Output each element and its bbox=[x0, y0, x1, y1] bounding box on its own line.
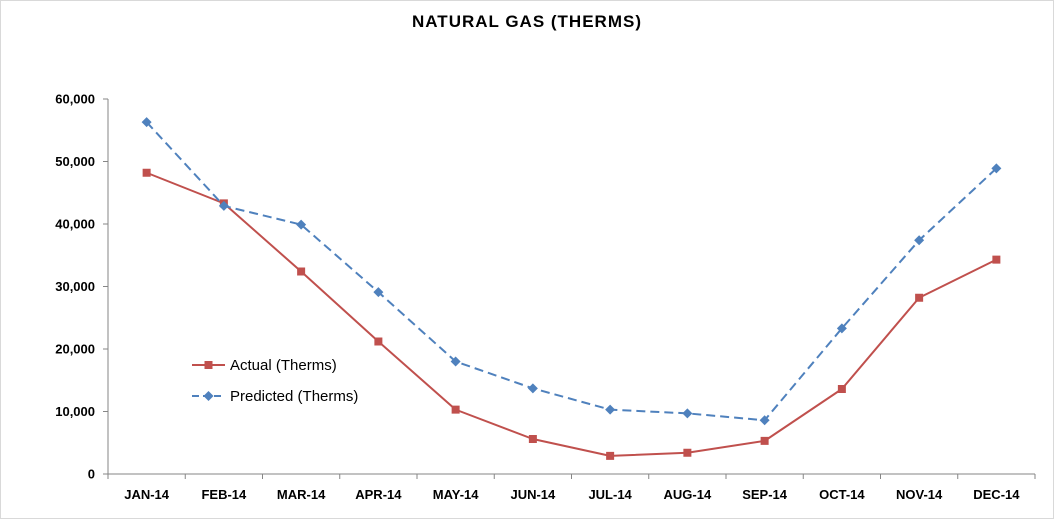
data-point bbox=[605, 404, 616, 415]
legend-label: Actual (Therms) bbox=[230, 357, 337, 374]
legend-marker bbox=[203, 391, 214, 401]
series-predicted bbox=[141, 117, 1002, 426]
data-point bbox=[991, 163, 1002, 174]
data-point bbox=[296, 219, 307, 230]
y-tick-label: 20,000 bbox=[55, 342, 95, 357]
data-point bbox=[218, 200, 229, 211]
x-tick-label: MAR-14 bbox=[277, 487, 326, 502]
x-tick-label: APR-14 bbox=[355, 487, 402, 502]
data-point bbox=[606, 451, 615, 460]
series-layer bbox=[141, 117, 1002, 460]
data-point bbox=[759, 415, 770, 426]
data-point bbox=[836, 323, 847, 334]
data-point bbox=[837, 385, 846, 393]
y-tick-label: 60,000 bbox=[55, 92, 95, 107]
x-tick-label: JUN-14 bbox=[510, 487, 556, 502]
x-tick-label: FEB-14 bbox=[201, 487, 247, 502]
x-tick-label: JUL-14 bbox=[588, 487, 632, 502]
legend-marker bbox=[204, 361, 213, 369]
data-point bbox=[141, 117, 152, 128]
series-line bbox=[146, 171, 997, 457]
legend-label: Predicted (Therms) bbox=[230, 388, 358, 405]
data-point bbox=[527, 383, 538, 394]
x-tick-label: DEC-14 bbox=[973, 487, 1020, 502]
data-point bbox=[528, 435, 537, 443]
data-point bbox=[374, 337, 383, 346]
y-tick-label: 40,000 bbox=[55, 217, 95, 232]
x-tick-label: OCT-14 bbox=[819, 487, 865, 502]
y-tick-label: 30,000 bbox=[55, 279, 95, 294]
series-actual bbox=[142, 168, 1001, 460]
x-tick-label: SEP-14 bbox=[742, 487, 788, 502]
x-tick-label: NOV-14 bbox=[896, 487, 943, 502]
data-point bbox=[992, 255, 1001, 264]
data-point bbox=[373, 287, 384, 298]
data-point bbox=[142, 168, 151, 177]
y-tick-label: 50,000 bbox=[55, 154, 95, 169]
legend: Actual (Therms) Predicted (Therms) bbox=[192, 357, 358, 405]
series-line bbox=[145, 121, 998, 422]
chart-title: NATURAL GAS (THERMS) bbox=[412, 12, 642, 31]
y-tick-label: 0 bbox=[88, 467, 95, 482]
data-point bbox=[914, 235, 925, 246]
data-point bbox=[915, 293, 924, 302]
data-point bbox=[682, 408, 693, 419]
x-tick-label: AUG-14 bbox=[664, 487, 712, 502]
y-tick-label: 10,000 bbox=[55, 404, 95, 419]
x-tick-label: JAN-14 bbox=[124, 487, 170, 502]
axes: 0 10,000 20,000 30,000 40,000 50,000 60,000 JAN… bbox=[55, 92, 1036, 502]
data-point bbox=[760, 436, 769, 445]
x-tick-label: MAY-14 bbox=[433, 487, 480, 502]
data-point bbox=[450, 356, 461, 367]
data-point bbox=[451, 405, 460, 414]
data-point bbox=[683, 448, 692, 457]
data-point bbox=[297, 267, 306, 276]
